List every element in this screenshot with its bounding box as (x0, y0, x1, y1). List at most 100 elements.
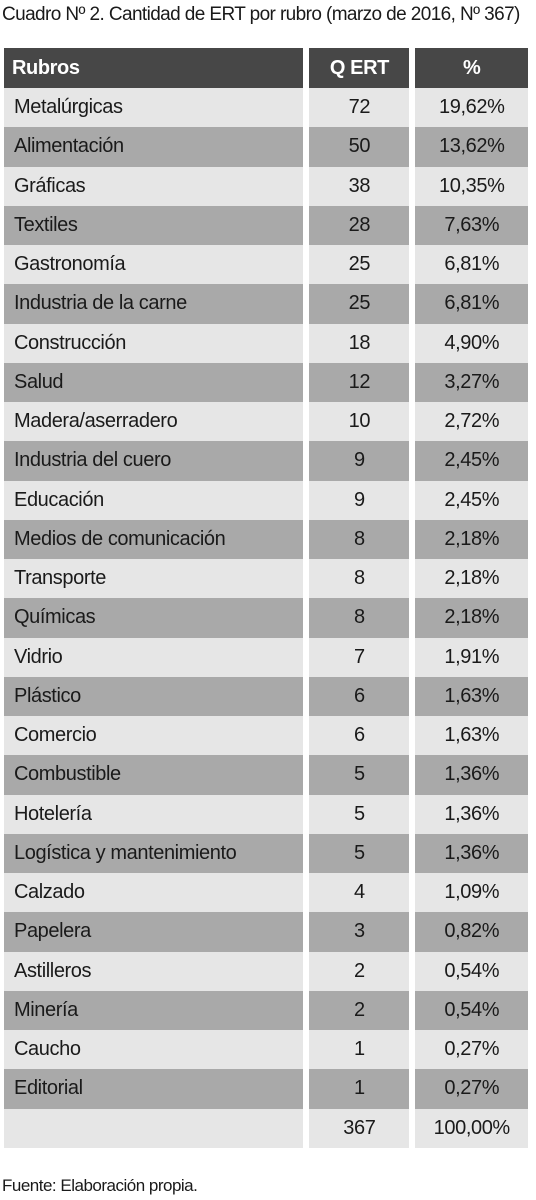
table-cell: Logística y mantenimiento (4, 833, 304, 873)
source-note: Fuente: Elaboración propia. (2, 1176, 198, 1195)
table-cell: 6,81% (415, 245, 528, 285)
table-cell: 8 (309, 559, 410, 599)
table-row: Comercio 6 1,63% (4, 716, 528, 756)
table-row: Textiles 28 7,63% (4, 205, 528, 245)
table-row: Industria de la carne 25 6,81% (4, 284, 528, 324)
table-cell: Transporte (4, 559, 304, 599)
table-cell: 19,62% (415, 88, 528, 128)
table-row: Educación 9 2,45% (4, 480, 528, 520)
table-cell: 2,72% (415, 402, 528, 442)
table-cell: Químicas (4, 598, 304, 638)
table-body: Metalúrgicas 72 19,62% Alimentación 50 13,62%… (4, 88, 528, 1148)
table-row: Alimentación 50 13,62% (4, 127, 528, 167)
table-row: Metalúrgicas 72 19,62% (4, 88, 528, 128)
table-cell: 1,91% (415, 637, 528, 677)
table-row: Combustible 5 1,36% (4, 755, 528, 795)
table-cell: 1 (309, 1030, 410, 1070)
table: Rubros Q ERT % Metalúrgicas 72 19,62% Alime… (0, 48, 534, 1148)
table-row: Astilleros 2 0,54% (4, 951, 528, 991)
table-cell: 5 (309, 794, 410, 834)
table-cell: 13,62% (415, 127, 528, 167)
table-cell: 2,45% (415, 441, 528, 481)
table-cell: 0,27% (415, 1069, 528, 1109)
table-cell: 25 (309, 245, 410, 285)
table-row: Calzado 4 1,09% (4, 873, 528, 913)
table-cell: 1,36% (415, 833, 528, 873)
table-cell: Hotelería (4, 794, 304, 834)
table-cell: Astilleros (4, 951, 304, 991)
table-cell: 9 (309, 441, 410, 481)
table-cell: Vidrio (4, 637, 304, 677)
table-cell: Metalúrgicas (4, 88, 304, 128)
table-cell: 8 (309, 598, 410, 638)
table-cell: 0,54% (415, 951, 528, 991)
table-cell: 0,27% (415, 1030, 528, 1070)
table-cell: 0,82% (415, 912, 528, 952)
table-row: Transporte 8 2,18% (4, 559, 528, 599)
table-cell (4, 1108, 304, 1148)
title: Cuadro Nº 2. Cantidad de ERT por rubro (… (2, 4, 520, 25)
table-row: Industria del cuero 9 2,45% (4, 441, 528, 481)
table-cell: Medios de comunicación (4, 519, 304, 559)
total-cell: 100,00% (415, 1108, 528, 1148)
table-cell: 1,09% (415, 873, 528, 913)
table-cell: Educación (4, 480, 304, 520)
table-cell: 1 (309, 1069, 410, 1109)
table-cell: 1,63% (415, 676, 528, 716)
table-row: Papelera 3 0,82% (4, 912, 528, 952)
table-cell: 4 (309, 873, 410, 913)
table-row: Vidrio 7 1,91% (4, 637, 528, 677)
table-cell: 3,27% (415, 362, 528, 402)
total-row: 367 100,00% (4, 1108, 528, 1148)
table-cell: 1,63% (415, 716, 528, 756)
table-cell: Papelera (4, 912, 304, 952)
table-cell: 72 (309, 88, 410, 128)
header-row: Rubros Q ERT % (4, 48, 528, 88)
table-row: Gastronomía 25 6,81% (4, 245, 528, 285)
table-cell: Calzado (4, 873, 304, 913)
table-cell: 10,35% (415, 166, 528, 206)
table-row: Químicas 8 2,18% (4, 598, 528, 638)
table-cell: 1,36% (415, 755, 528, 795)
table-row: Minería 2 0,54% (4, 990, 528, 1030)
table-cell: Textiles (4, 205, 304, 245)
table-row: Gráficas 38 10,35% (4, 166, 528, 206)
table-cell: 2 (309, 951, 410, 991)
table-cell: Plástico (4, 676, 304, 716)
table-row: Salud 12 3,27% (4, 362, 528, 402)
table-cell: 25 (309, 284, 410, 324)
table-cell: 2,18% (415, 559, 528, 599)
table-cell: 6,81% (415, 284, 528, 324)
table-cell: Industria de la carne (4, 284, 304, 324)
table-row: Construcción 18 4,90% (4, 323, 528, 363)
table-row: Logística y mantenimiento 5 1,36% (4, 833, 528, 873)
table-row: Plástico 6 1,63% (4, 676, 528, 716)
table-row: Medios de comunicación 8 2,18% (4, 519, 528, 559)
table-cell: Madera/aserradero (4, 402, 304, 442)
table-row: Caucho 1 0,27% (4, 1030, 528, 1070)
table-cell: 1,36% (415, 794, 528, 834)
table-row: Hotelería 5 1,36% (4, 794, 528, 834)
table-cell: 8 (309, 519, 410, 559)
column-header: % (415, 48, 528, 88)
table-cell: 5 (309, 833, 410, 873)
table-cell: Combustible (4, 755, 304, 795)
table-cell: 2,18% (415, 519, 528, 559)
table-cell: 50 (309, 127, 410, 167)
table-cell: Industria del cuero (4, 441, 304, 481)
table-cell: 6 (309, 676, 410, 716)
table-cell: 6 (309, 716, 410, 756)
column-header: Rubros (4, 48, 304, 88)
table-cell: Salud (4, 362, 304, 402)
table-cell: 5 (309, 755, 410, 795)
table-row: Madera/aserradero 10 2,72% (4, 402, 528, 442)
table-cell: 3 (309, 912, 410, 952)
table-cell: Construcción (4, 323, 304, 363)
table-cell: 38 (309, 166, 410, 206)
table-cell: 4,90% (415, 323, 528, 363)
table-cell: 10 (309, 402, 410, 442)
table-cell: 2 (309, 990, 410, 1030)
table-cell: Caucho (4, 1030, 304, 1070)
table-cell: Editorial (4, 1069, 304, 1109)
